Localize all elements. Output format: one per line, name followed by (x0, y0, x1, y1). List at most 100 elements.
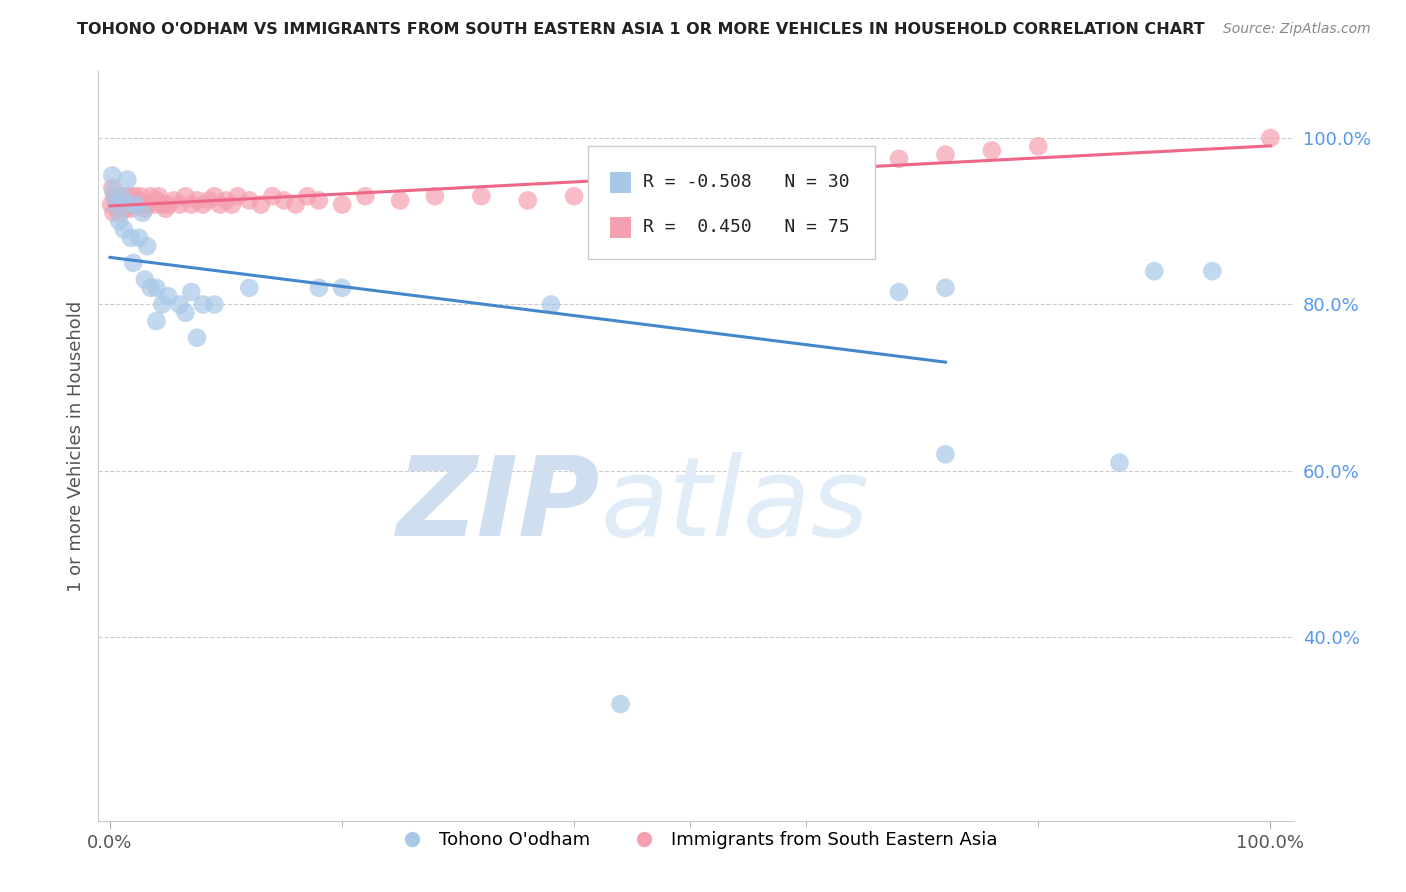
Point (980, 144, 1002, 158)
Point (330, 197, 353, 211)
Point (516, 194, 538, 208)
Point (1258, 131, 1281, 145)
Point (197, 194, 219, 208)
Point (125, 194, 148, 208)
Point (191, 197, 214, 211)
Point (1108, 456, 1130, 470)
Point (114, 202, 136, 216)
Point (157, 289, 180, 303)
Point (111, 197, 134, 211)
Point (128, 231, 150, 245)
Point (655, 177, 678, 191)
Point (136, 239, 159, 253)
Point (108, 214, 131, 228)
Point (150, 197, 173, 211)
Point (238, 281, 260, 295)
Legend: Tohono O'odham, Immigrants from South Eastern Asia: Tohono O'odham, Immigrants from South Ea… (387, 824, 1005, 856)
Point (121, 197, 143, 211)
Point (107, 197, 129, 211)
Point (122, 256, 145, 270)
Text: ZIP: ZIP (396, 452, 600, 559)
Point (204, 297, 226, 311)
Text: TOHONO O'ODHAM VS IMMIGRANTS FROM SOUTH EASTERN ASIA 1 OR MORE VEHICLES IN HOUSE: TOHONO O'ODHAM VS IMMIGRANTS FROM SOUTH … (77, 22, 1205, 37)
Point (273, 194, 295, 208)
Point (118, 189, 141, 203)
Point (124, 197, 146, 211)
Point (215, 194, 238, 208)
Point (101, 181, 124, 195)
Point (308, 194, 330, 208)
Text: R =  0.450   N = 75: R = 0.450 N = 75 (644, 219, 851, 236)
Point (139, 281, 162, 295)
Point (794, 160, 817, 174)
Point (108, 194, 131, 208)
Point (103, 206, 125, 220)
Point (354, 189, 377, 203)
Point (221, 197, 243, 211)
Point (186, 194, 208, 208)
Point (131, 197, 153, 211)
Point (155, 202, 177, 216)
Point (136, 197, 159, 211)
Point (128, 197, 150, 211)
Text: Source: ZipAtlas.com: Source: ZipAtlas.com (1223, 22, 1371, 37)
Point (157, 197, 180, 211)
Point (540, 297, 562, 311)
Point (163, 194, 186, 208)
Point (150, 297, 173, 311)
Point (562, 189, 585, 203)
Text: atlas: atlas (600, 452, 869, 559)
Point (143, 197, 166, 211)
Point (110, 189, 132, 203)
Point (470, 189, 492, 203)
Point (934, 447, 956, 461)
Point (934, 281, 956, 295)
Point (609, 697, 631, 711)
Point (124, 189, 146, 203)
Point (262, 189, 284, 203)
Point (104, 197, 127, 211)
Point (134, 272, 156, 286)
Point (1026, 139, 1049, 153)
FancyBboxPatch shape (589, 146, 875, 259)
Point (238, 194, 260, 208)
Point (841, 156, 863, 170)
Point (679, 172, 702, 186)
Point (423, 189, 446, 203)
Point (139, 189, 162, 203)
Point (148, 189, 170, 203)
Point (104, 197, 127, 211)
Point (934, 147, 956, 161)
Point (117, 197, 139, 211)
Point (297, 189, 319, 203)
Point (117, 194, 139, 208)
Point (226, 189, 249, 203)
Point (174, 189, 197, 203)
Point (180, 285, 202, 299)
Point (209, 197, 232, 211)
Point (250, 197, 273, 211)
Point (145, 314, 167, 328)
Bar (610, 217, 631, 237)
Point (111, 189, 134, 203)
Point (124, 197, 146, 211)
Point (609, 185, 631, 199)
Point (887, 285, 910, 299)
Point (108, 206, 131, 220)
Point (117, 197, 139, 211)
Point (284, 197, 307, 211)
Point (112, 222, 135, 236)
Y-axis label: 1 or more Vehicles in Household: 1 or more Vehicles in Household (66, 301, 84, 591)
Point (134, 202, 156, 216)
Text: R = -0.508   N = 30: R = -0.508 N = 30 (644, 173, 851, 191)
Point (145, 194, 167, 208)
Point (117, 172, 139, 186)
Point (174, 306, 197, 320)
Point (120, 231, 142, 245)
Point (633, 181, 655, 195)
Point (204, 189, 226, 203)
Point (103, 185, 125, 199)
Point (1143, 264, 1166, 278)
Point (111, 194, 134, 208)
Point (131, 206, 153, 220)
